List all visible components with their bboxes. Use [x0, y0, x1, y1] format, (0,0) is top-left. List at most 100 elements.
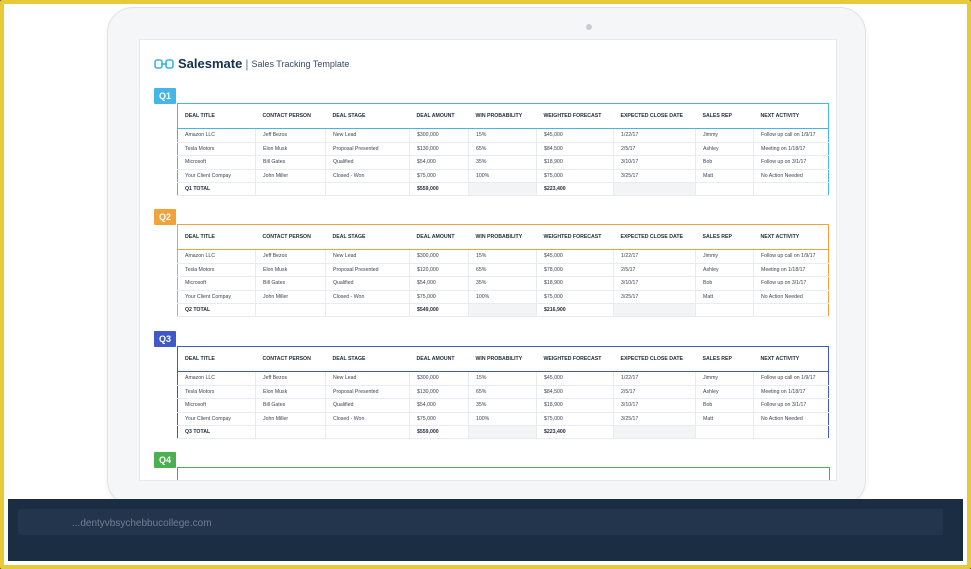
quarter-table-q3: DEAL TITLE CONTACT PERSON DEAL STAGE DEAL A…: [177, 346, 829, 440]
table-cell: Microsoft: [177, 398, 256, 413]
table-cell: Elon Musk: [255, 263, 326, 278]
column-header: CONTACT PERSON: [255, 224, 326, 250]
table-row: Your Client Compay John Miller Closed - Wo…: [177, 169, 829, 184]
table-cell: 100%: [468, 290, 537, 305]
table-row: Microsoft Bill Gates Qualified $54,000 35% $1…: [177, 155, 829, 170]
table-row: Amazon LLC Jeff Bezos New Lead $300,000 15% $…: [177, 128, 829, 143]
table-cell: Matt: [695, 412, 754, 427]
column-header: DEAL TITLE: [177, 346, 256, 372]
table-cell: 35%: [468, 276, 537, 291]
laptop-screen: Salesmate | Sales Tracking Template Q1 D…: [139, 39, 837, 481]
table-cell: Jeff Bezos: [255, 249, 326, 264]
table-cell: $300,000: [409, 249, 469, 264]
table-cell: Your Client Compay: [177, 290, 256, 305]
table-cell: Jimmy: [695, 371, 754, 386]
column-header: EXPECTED CLOSE DATE: [613, 346, 696, 372]
total-row: Q3 TOTAL $559,000 $223,400: [177, 425, 829, 440]
table-cell: Jeff Bezos: [255, 128, 326, 143]
table-cell: 15%: [468, 371, 537, 386]
table-cell: 3/10/17: [613, 155, 696, 170]
table-cell: New Lead: [325, 371, 410, 386]
total-empty-cell: [468, 303, 537, 318]
total-empty-cell: [325, 303, 410, 318]
total-empty-cell: [325, 425, 410, 440]
total-forecast: $223,400: [536, 425, 614, 440]
salesmate-logo-icon: [154, 58, 174, 69]
table-cell: Jimmy: [695, 128, 754, 143]
column-header: NEXT ACTIVITY: [753, 346, 829, 372]
table-cell: 2/5/17: [613, 142, 696, 157]
column-header: WEIGHTED FORECAST: [536, 224, 614, 250]
table-cell: Proposal Presented: [325, 263, 410, 278]
table-cell: $120,000: [409, 263, 469, 278]
table-row: Amazon LLC Jeff Bezos New Lead $300,000 15% $…: [177, 371, 829, 386]
watermark-text: ...dentyvbsychebbucollege.com: [72, 518, 212, 529]
table-cell: 1/22/17: [613, 371, 696, 386]
table-cell: 3/25/17: [613, 169, 696, 184]
table-cell: Meeting on 1/18/17: [753, 263, 829, 278]
total-label: Q1 TOTAL: [177, 182, 256, 197]
total-row: Q2 TOTAL $549,000 $216,900: [177, 303, 829, 318]
table-cell: $45,000: [536, 128, 614, 143]
bottom-band: [8, 499, 963, 561]
table-cell: 3/10/17: [613, 398, 696, 413]
table-row: Tesla Motors Elon Musk Proposal Presented $…: [177, 142, 829, 157]
table-cell: 1/22/17: [613, 128, 696, 143]
total-empty-cell: [753, 303, 829, 318]
table-cell: Qualified: [325, 398, 410, 413]
table-cell: Proposal Presented: [325, 142, 410, 157]
quarter-badge-q2: Q2: [154, 209, 176, 225]
column-header: CONTACT PERSON: [255, 103, 326, 129]
table-cell: Microsoft: [177, 276, 256, 291]
bottom-strip: [18, 509, 943, 535]
table-cell: $300,000: [409, 128, 469, 143]
quarter-badge-q4: Q4: [154, 452, 176, 468]
table-cell: Matt: [695, 290, 754, 305]
table-cell: Closed - Won: [325, 169, 410, 184]
total-empty-cell: [695, 303, 754, 318]
table-row: Amazon LLC Jeff Bezos New Lead $300,000 15% $…: [177, 249, 829, 264]
table-cell: $54,000: [409, 276, 469, 291]
table-cell: $18,900: [536, 155, 614, 170]
table-row: Tesla Motors Elon Musk Proposal Presented $…: [177, 385, 829, 400]
table-cell: Ashley: [695, 385, 754, 400]
table-row: Microsoft Bill Gates Qualified $54,000 35% $1…: [177, 276, 829, 291]
table-cell: Bill Gates: [255, 398, 326, 413]
column-header: WIN PROBABILITY: [468, 346, 537, 372]
column-header: SALES REP: [695, 346, 754, 372]
table-cell: $75,000: [536, 169, 614, 184]
table-cell: Your Client Compay: [177, 169, 256, 184]
table-cell: Proposal Presented: [325, 385, 410, 400]
table-cell: 35%: [468, 398, 537, 413]
table-cell: 65%: [468, 263, 537, 278]
table-cell: Amazon LLC: [177, 128, 256, 143]
total-forecast: $223,400: [536, 182, 614, 197]
table-cell: $45,000: [536, 371, 614, 386]
total-forecast: $216,900: [536, 303, 614, 318]
table-cell: $75,000: [409, 290, 469, 305]
total-label: Q3 TOTAL: [177, 425, 256, 440]
table-cell: Microsoft: [177, 155, 256, 170]
total-empty-cell: [613, 303, 696, 318]
column-header: SALES REP: [695, 224, 754, 250]
total-empty-cell: [255, 425, 326, 440]
table-cell: Follow up on 3/1/17: [753, 398, 829, 413]
table-cell: Elon Musk: [255, 142, 326, 157]
column-header: EXPECTED CLOSE DATE: [613, 103, 696, 129]
table-cell: New Lead: [325, 128, 410, 143]
quarter-badge-q3: Q3: [154, 331, 176, 347]
table-cell: $300,000: [409, 371, 469, 386]
total-amount: $559,000: [409, 425, 469, 440]
table-cell: 2/5/17: [613, 263, 696, 278]
quarter-table-q2: DEAL TITLE CONTACT PERSON DEAL STAGE DEAL A…: [177, 224, 829, 318]
camera-dot: [586, 24, 592, 30]
column-header: WEIGHTED FORECAST: [536, 346, 614, 372]
table-cell: Follow up on 3/1/17: [753, 155, 829, 170]
table-cell: Closed - Won: [325, 412, 410, 427]
table-cell: Meeting on 1/18/17: [753, 385, 829, 400]
column-header: DEAL TITLE: [177, 224, 256, 250]
column-header: NEXT ACTIVITY: [753, 224, 829, 250]
total-empty-cell: [613, 182, 696, 197]
table-cell: Tesla Motors: [177, 385, 256, 400]
column-header: DEAL STAGE: [325, 346, 410, 372]
